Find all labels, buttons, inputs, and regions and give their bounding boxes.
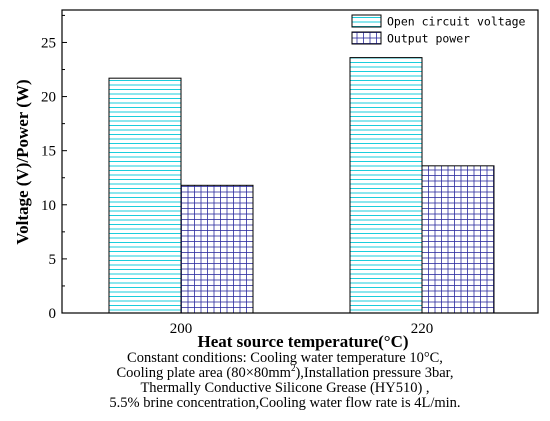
caption-line-2-b: ),Installation pressure 3bar, [295, 365, 454, 381]
caption-superscript: 2 [290, 363, 296, 374]
y-tick-label: 10 [41, 198, 56, 214]
caption-line-1: Constant conditions: Cooling water tempe… [127, 350, 443, 366]
legend-label: Output power [387, 32, 470, 46]
y-axis-label: Voltage (V)/Power (W) [13, 79, 32, 244]
x-tick-label: 200 [170, 321, 193, 337]
caption-line-2-a: Cooling plate area (80×80mm [116, 365, 291, 381]
x-axis: 200 220 [170, 308, 434, 337]
bar-output-power-220 [421, 165, 495, 314]
legend-swatch [351, 31, 382, 45]
x-tick-label: 220 [411, 321, 434, 337]
caption-line-4: 5.5% brine concentration,Cooling water f… [109, 395, 461, 411]
bar-output-power-200 [180, 184, 254, 314]
caption-line-2: Cooling plate area (80×80mm2),Installati… [20, 363, 550, 381]
y-tick-label: 0 [49, 306, 57, 322]
legend-swatch [351, 14, 382, 28]
x-axis-label: Heat source temperature(°C) [197, 332, 408, 351]
y-tick-label: 15 [41, 144, 56, 160]
bar-open-circuit-voltage-220 [349, 57, 423, 314]
caption-line-3: Thermally Conductive Silicone Grease (HY… [140, 380, 430, 396]
bar-open-circuit-voltage-200 [108, 77, 182, 314]
plot-frame [61, 9, 539, 314]
y-tick-label: 20 [41, 90, 56, 106]
y-axis: 0 5 10 15 20 25 [41, 14, 67, 322]
bars-group [108, 57, 495, 314]
legend: Open circuit voltage Output power [351, 14, 526, 46]
y-tick-label: 25 [41, 35, 56, 51]
legend-label: Open circuit voltage [387, 15, 526, 29]
y-tick-label: 5 [49, 252, 57, 268]
